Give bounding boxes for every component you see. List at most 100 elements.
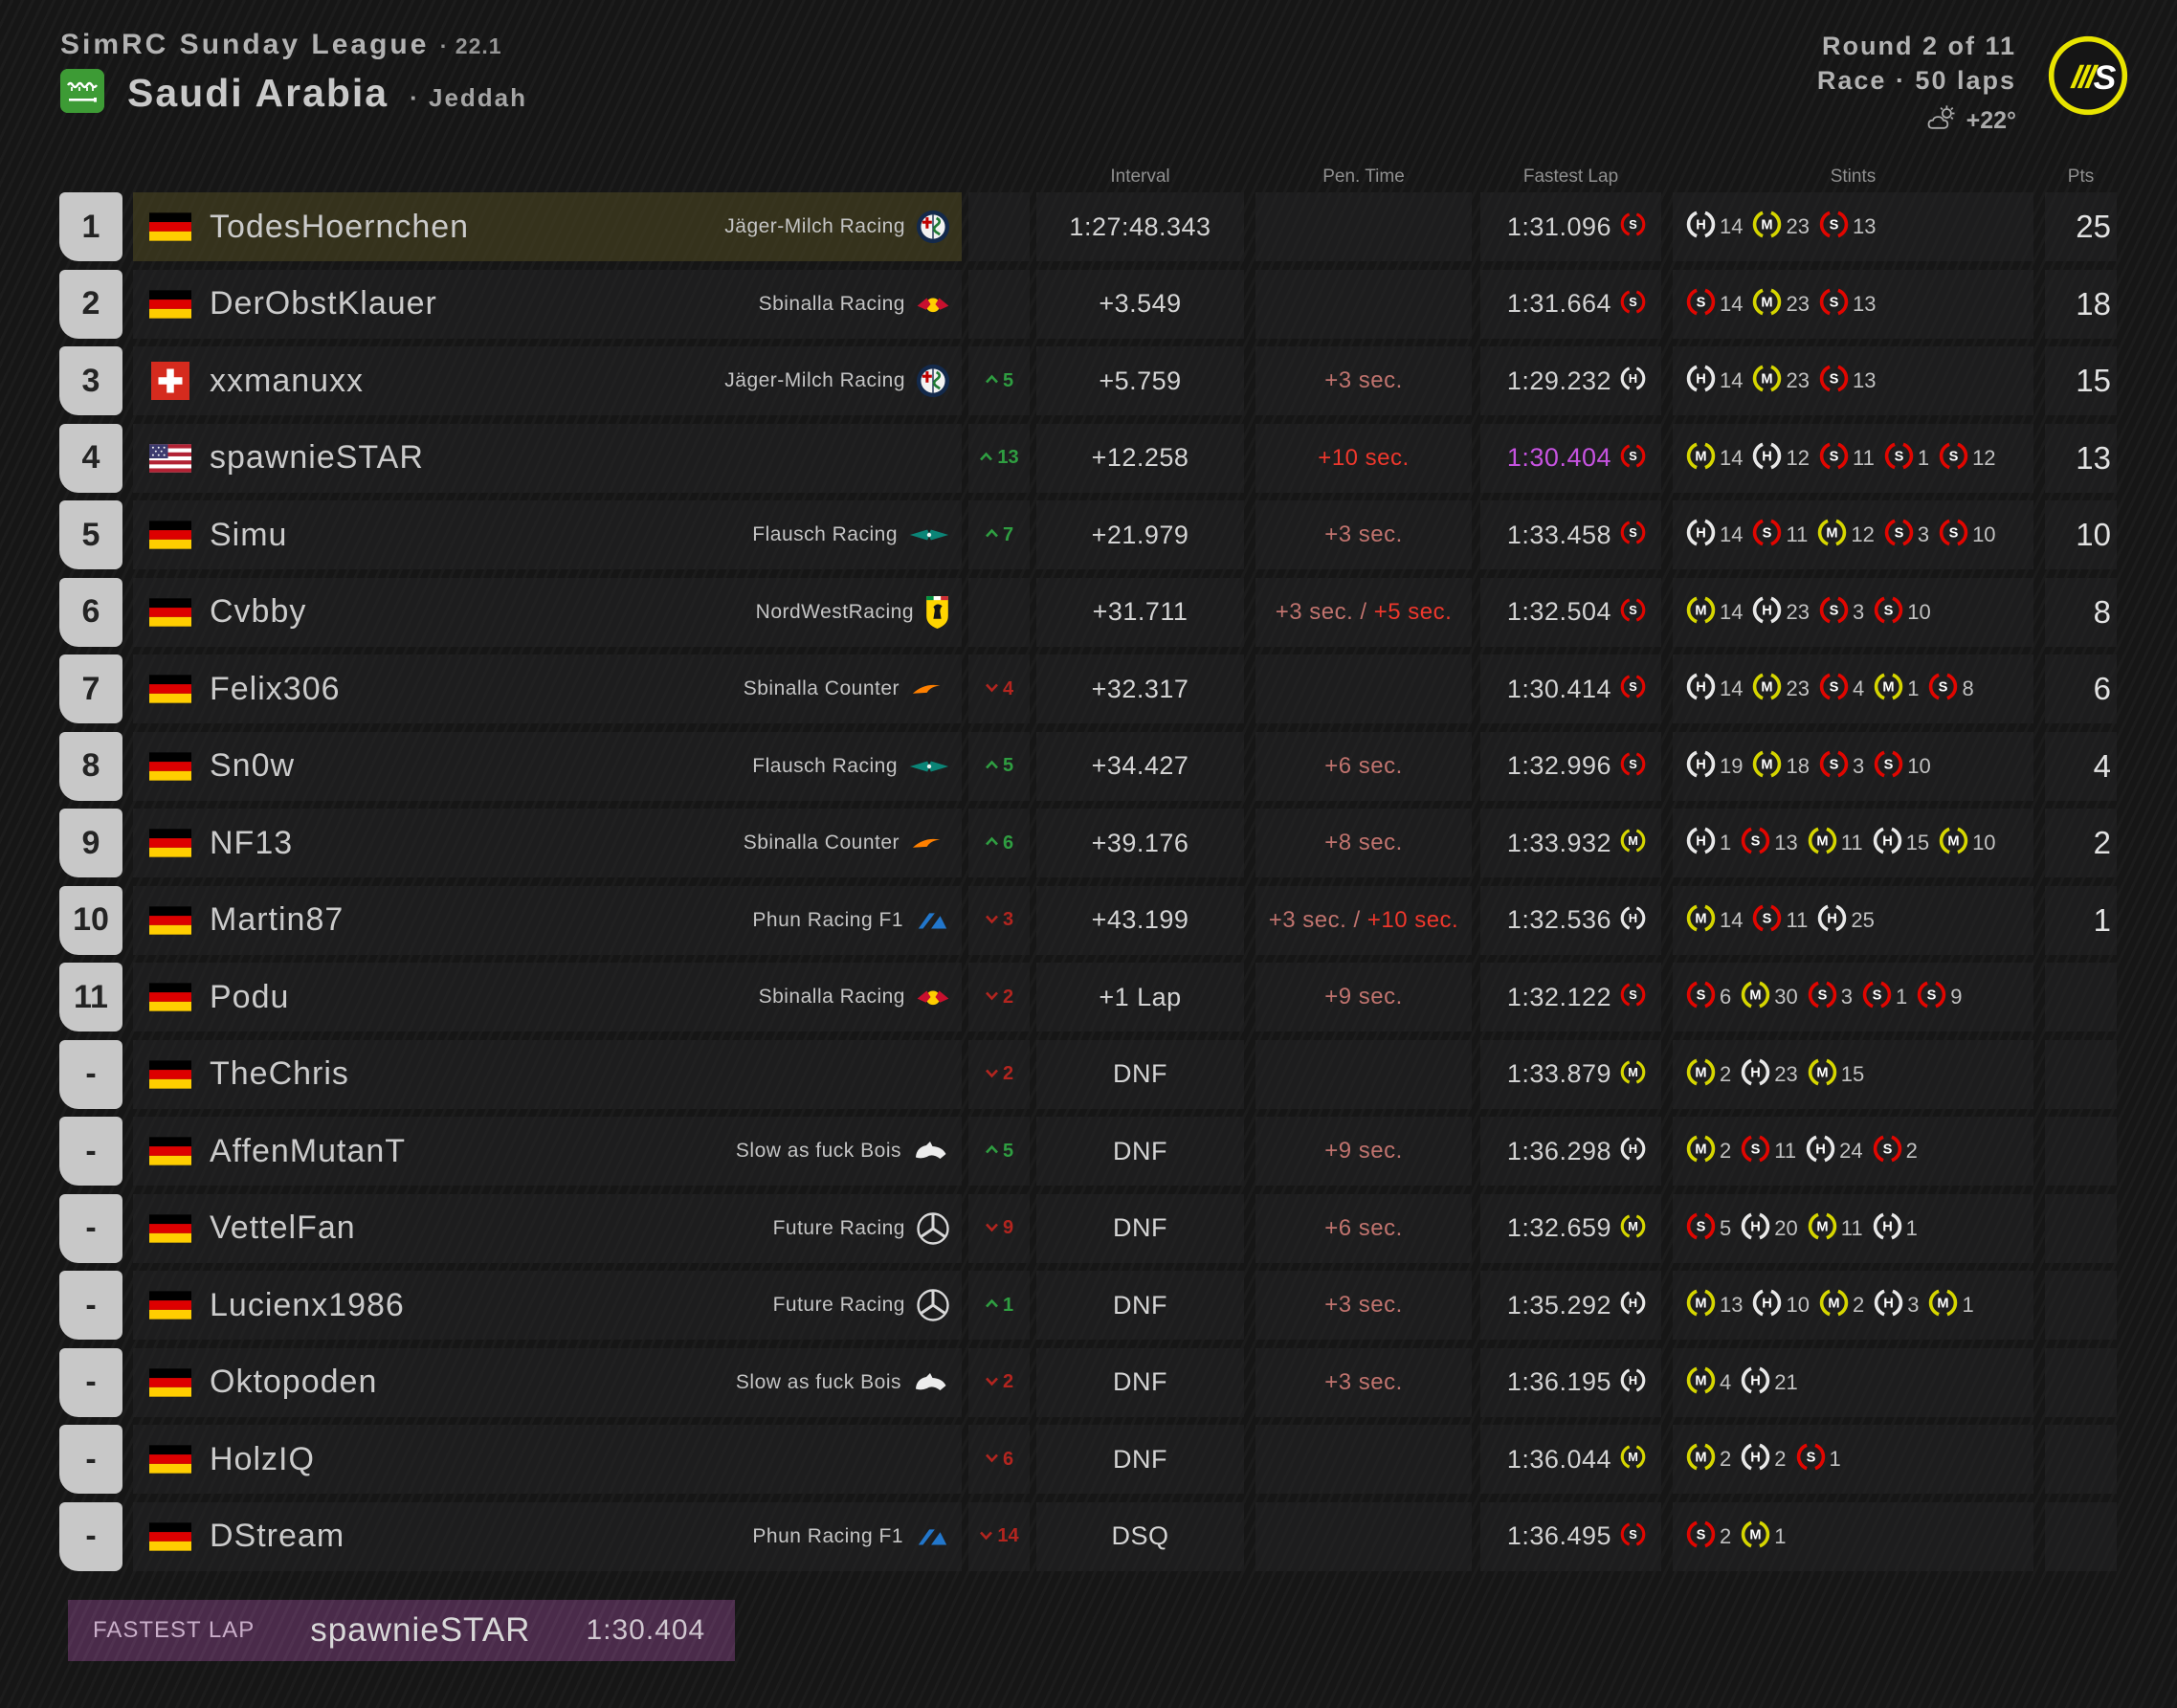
stint-laps: 3: [1852, 753, 1865, 778]
stints-cell: M 14 S 11 H 25: [1673, 885, 2033, 955]
round-label: Round 2 of 11: [1821, 32, 2016, 60]
germany-flag-icon: [149, 983, 191, 1011]
svg-text:H: H: [1883, 1297, 1894, 1312]
position-change-cell: 5: [968, 731, 1030, 801]
team: NordWestRacing: [756, 594, 962, 630]
svg-text:H: H: [1629, 1142, 1637, 1156]
svg-text:M: M: [1628, 1219, 1638, 1233]
svg-text:H: H: [1882, 1219, 1893, 1234]
result-row[interactable]: 3 xxmanuxx Jäger-Milch Racing 5 +5.759 +3 sec…: [0, 346, 2177, 415]
stint-laps: 2: [1852, 1293, 1865, 1317]
team-name: Phun Racing F1: [752, 908, 903, 931]
team: Slow as fuck Bois: [736, 1370, 962, 1395]
interval-value: +12.258: [1036, 423, 1244, 493]
tyre-soft-icon: S: [1620, 443, 1646, 474]
result-row[interactable]: - DStream Phun Racing F1 14 DSQ 1:36.495 S S 2 M 1: [0, 1501, 2177, 1571]
result-row[interactable]: 7 Felix306 Sbinalla Counter 4 +32.317 1:30.41…: [0, 654, 2177, 723]
result-row[interactable]: - VettelFan Future Racing 9 DNF +6 sec. 1:32.6…: [0, 1193, 2177, 1263]
svg-text:H: H: [1763, 1297, 1773, 1312]
svg-text:M: M: [1695, 603, 1706, 618]
result-row[interactable]: - Lucienx1986 Future Racing 1 DNF +3 sec. 1:35…: [0, 1271, 2177, 1340]
team: Jäger-Milch Racing: [724, 364, 962, 398]
event-location: Saudi Arabia · Jeddah: [127, 71, 527, 116]
tyre-soft-icon: S: [1819, 364, 1849, 398]
tyre-soft-icon: S: [1620, 674, 1646, 704]
penalty-time: +3 sec.: [1255, 346, 1472, 415]
germany-flag-icon: [149, 212, 191, 241]
result-row[interactable]: 10 Martin87 Phun Racing F1 3 +43.199 +3 sec. …: [0, 885, 2177, 955]
result-row[interactable]: 8 Sn0w Flausch Racing 5 +34.427 +6 sec. 1:32.9…: [0, 731, 2177, 801]
fastest-lap-cell: 1:36.044 M: [1480, 1425, 1661, 1494]
stint-laps: 23: [1786, 677, 1810, 700]
svg-text:H: H: [1696, 680, 1706, 696]
fastest-lap-cell: 1:36.495 S: [1480, 1501, 1661, 1571]
result-row[interactable]: 1 TodesHoernchen Jäger-Milch Racing 1:27:48…: [0, 192, 2177, 261]
driver-name: VettelFan: [210, 1209, 356, 1246]
stints-cell: M 13 H 10 M 2 H 3 M 1: [1673, 1271, 2033, 1340]
stint-laps: 14: [1720, 445, 1744, 470]
svg-text:H: H: [1696, 757, 1706, 772]
stint-laps: 21: [1774, 1369, 1798, 1394]
driver-cell: xxmanuxx Jäger-Milch Racing: [133, 346, 962, 415]
league-version: · 22.1: [439, 33, 502, 58]
tyre-soft-icon: S: [1819, 749, 1849, 784]
result-row[interactable]: - TheChris 2 DNF 1:33.879 M M 2 H 23 M 15: [0, 1039, 2177, 1109]
result-row[interactable]: 2 DerObstKlauer Sbinalla Racing +3.549 1:31.…: [0, 269, 2177, 339]
position-badge: 11: [59, 963, 122, 1031]
team-name: Sbinalla Counter: [743, 832, 900, 854]
fastest-lap-banner-driver: spawnieSTAR: [310, 1611, 531, 1649]
stint: S 14: [1686, 287, 1743, 322]
position-change-cell: 6: [968, 809, 1030, 877]
tyre-medium-icon: M: [1752, 287, 1782, 322]
tyre-soft-icon: S: [1808, 980, 1837, 1014]
result-row[interactable]: 9 NF13 Sbinalla Counter 6 +39.176 +8 sec. 1:33…: [0, 809, 2177, 877]
fastest-lap-cell: 1:32.659 M: [1480, 1193, 1661, 1263]
stint-laps: 14: [1720, 291, 1744, 316]
stints-cell: M 14 H 12 S 11 S 1 S 12: [1673, 423, 2033, 493]
stint-laps: 10: [1907, 599, 1931, 624]
result-row[interactable]: - Oktopoden Slow as fuck Bois 2 DNF +3 sec. 1:…: [0, 1347, 2177, 1417]
result-row[interactable]: - HolzIQ 6 DNF 1:36.044 M M 2 H 2 S 1: [0, 1425, 2177, 1494]
stints-cell: H 1 S 13 M 11 H 15 M 10: [1673, 809, 2033, 877]
tyre-medium-icon: M: [1817, 518, 1847, 552]
position-up-icon: [985, 1297, 999, 1314]
stints-cell: H 14 S 11 M 12 S 3 S 10: [1673, 500, 2033, 569]
stint-laps: 25: [1851, 907, 1875, 932]
stint-laps: 10: [1907, 753, 1931, 778]
points-value: 18: [2045, 269, 2117, 339]
switzerland-flag-icon: [149, 362, 191, 400]
result-row[interactable]: 4 spawnieSTAR 13 +12.258 +10 sec. 1:30.404 S M 1…: [0, 423, 2177, 493]
interval-value: +39.176: [1036, 809, 1244, 877]
result-row[interactable]: 6 Cvbby NordWestRacing +31.711 +3 sec. / +5 …: [0, 577, 2177, 647]
tyre-soft-icon: S: [1873, 1134, 1902, 1168]
stint-laps: 1: [1917, 445, 1930, 470]
saudi-arabia-flag-icon: [60, 69, 104, 113]
driver-name: Simu: [210, 516, 288, 553]
fastest-lap-time: 1:33.932: [1506, 828, 1611, 857]
interval-value: DNF: [1036, 1271, 1244, 1340]
stint-laps: 11: [1852, 445, 1875, 470]
stint-laps: 11: [1840, 1215, 1863, 1240]
position-down-icon: [985, 1220, 999, 1237]
result-row[interactable]: 11 Podu Sbinalla Racing 2 +1 Lap +9 sec. 1:32.…: [0, 963, 2177, 1031]
driver-name: Oktopoden: [210, 1364, 378, 1400]
tyre-medium-icon: M: [1819, 1288, 1849, 1322]
simrc-logo-icon: S: [2047, 34, 2129, 117]
result-row[interactable]: 5 Simu Flausch Racing 7 +21.979 +3 sec. 1:33.4…: [0, 500, 2177, 569]
stints-cell: M 2 H 23 M 15: [1673, 1039, 2033, 1109]
tyre-soft-icon: S: [1620, 597, 1646, 628]
fastest-lap-cell: 1:32.122 S: [1480, 963, 1661, 1031]
stint: S 10: [1874, 595, 1931, 630]
svg-text:H: H: [1750, 1451, 1761, 1466]
result-row[interactable]: - AffenMutanT Slow as fuck Bois 5 DNF +9 sec.…: [0, 1117, 2177, 1186]
points-value: [2045, 963, 2117, 1031]
position-badge: 1: [59, 192, 122, 261]
fastest-lap-cell: 1:30.404 S: [1480, 423, 1661, 493]
stints-cell: M 2 S 11 H 24 S 2: [1673, 1117, 2033, 1186]
tyre-soft-icon: S: [1741, 1134, 1770, 1168]
svg-text:S: S: [1894, 526, 1903, 542]
